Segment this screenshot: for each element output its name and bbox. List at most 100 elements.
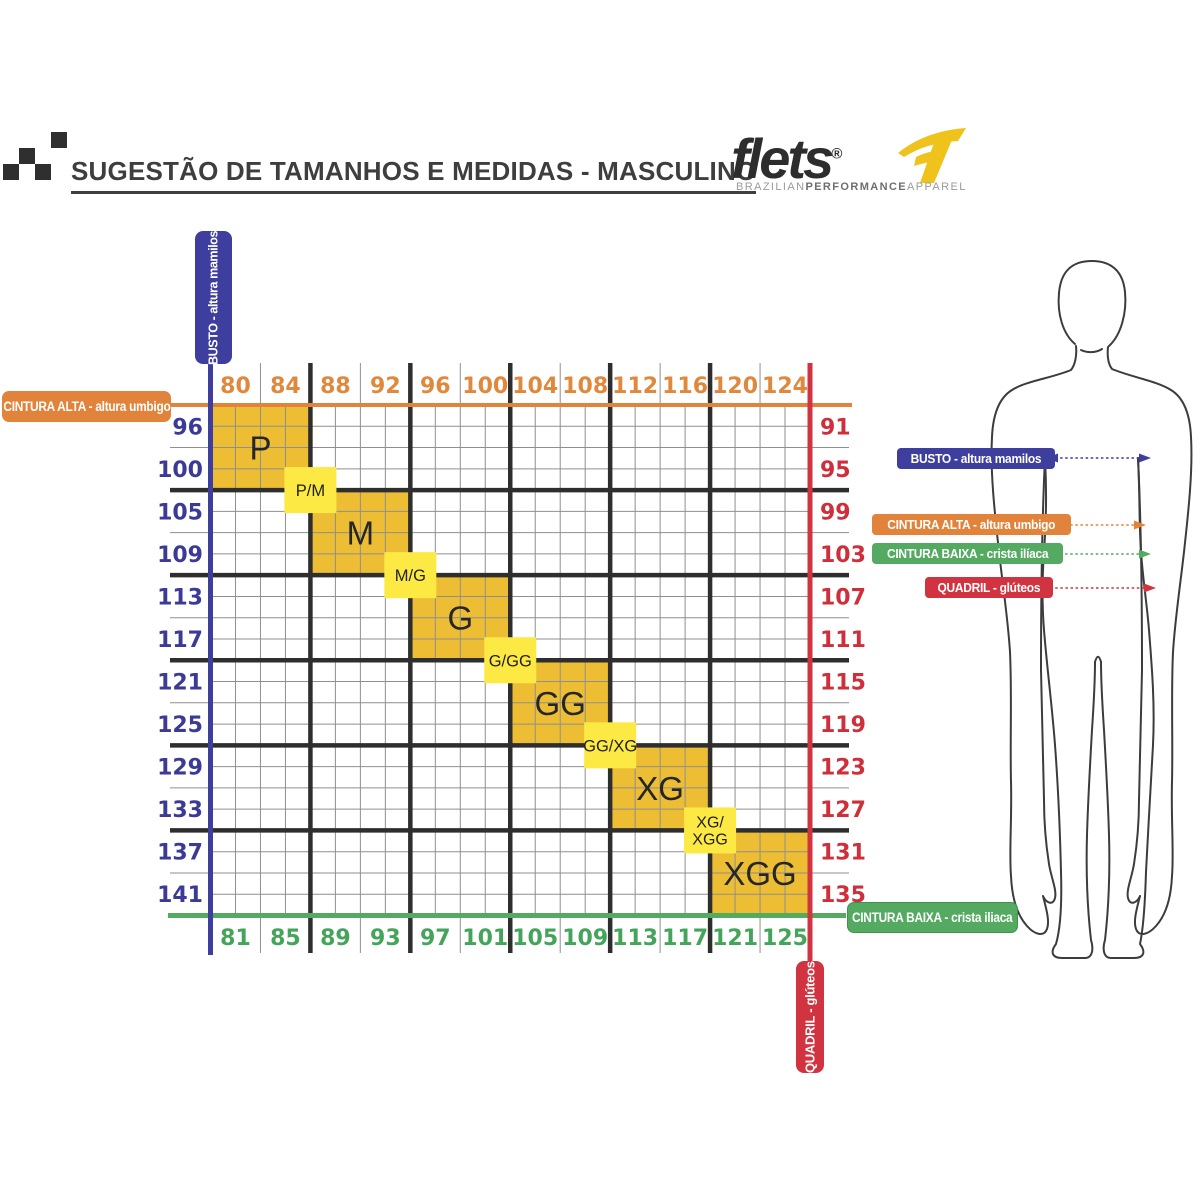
svg-text:G: G <box>447 600 473 637</box>
svg-text:116: 116 <box>662 374 708 399</box>
svg-text:120: 120 <box>712 374 758 399</box>
svg-text:XGG: XGG <box>692 831 728 848</box>
svg-text:100: 100 <box>462 374 508 399</box>
registered-mark: ® <box>831 145 843 163</box>
figure-busto-badge: BUSTO - altura mamilos <box>897 448 1055 469</box>
svg-text:121: 121 <box>157 671 203 696</box>
svg-text:XG: XG <box>636 770 684 807</box>
svg-text:92: 92 <box>370 374 401 399</box>
svg-text:124: 124 <box>762 374 808 399</box>
figure-quadril-badge: QUADRIL - glúteos <box>925 577 1053 598</box>
figure-cintura-alta-label: CINTURA ALTA - altura umbigo <box>887 517 1056 532</box>
axis-bottom-values: 81 85 89 93 97 101 105 109 113 117 121 125 <box>220 926 808 951</box>
figure-right-arm <box>1106 346 1193 935</box>
svg-text:GG: GG <box>535 685 586 722</box>
svg-text:121: 121 <box>712 926 758 951</box>
svg-text:129: 129 <box>157 756 203 781</box>
cintura-baixa-axis-label: CINTURA BAIXA - crista iliaca <box>852 910 1013 925</box>
tagline-apparel: APPAREL <box>907 181 967 193</box>
figure-head <box>1057 260 1127 347</box>
svg-text:131: 131 <box>820 841 866 866</box>
tagline-brazilian: BRAZILIAN <box>736 181 806 193</box>
svg-text:119: 119 <box>820 713 866 738</box>
svg-text:P/M: P/M <box>296 482 325 500</box>
busto-axis-badge: BUSTO - altura mamilos <box>195 230 232 365</box>
svg-text:137: 137 <box>157 841 203 866</box>
measure-arrow <box>1051 549 1151 559</box>
checker-square <box>35 164 51 180</box>
figure-crotch <box>1094 655 1102 663</box>
svg-text:117: 117 <box>662 926 708 951</box>
svg-text:127: 127 <box>820 798 866 823</box>
cintura-baixa-axis-badge: CINTURA BAIXA - crista iliaca <box>847 902 1018 933</box>
svg-text:105: 105 <box>512 926 558 951</box>
cintura-alta-axis-label: CINTURA ALTA - altura umbigo <box>2 399 171 414</box>
axis-lines <box>168 361 852 962</box>
figure-busto-label: BUSTO - altura mamilos <box>910 451 1042 466</box>
svg-text:123: 123 <box>820 756 866 781</box>
quadril-axis-badge: QUADRIL - glúteos <box>796 961 824 1073</box>
svg-text:XG/: XG/ <box>696 814 724 831</box>
svg-text:80: 80 <box>220 374 251 399</box>
svg-text:125: 125 <box>157 713 203 738</box>
svg-text:93: 93 <box>370 926 401 951</box>
svg-text:85: 85 <box>270 926 301 951</box>
figure-cintura-baixa-badge: CINTURA BAIXA - crista ilíaca <box>872 543 1064 564</box>
measure-arrow <box>1046 453 1151 463</box>
svg-text:109: 109 <box>157 543 203 568</box>
svg-text:108: 108 <box>562 374 608 399</box>
svg-text:88: 88 <box>320 374 351 399</box>
svg-text:97: 97 <box>420 926 451 951</box>
tagline-performance: PERFORMANCE <box>805 181 908 193</box>
boundary-box-M/G <box>384 552 437 599</box>
svg-text:81: 81 <box>220 926 251 951</box>
boundary-box-XG/XGG <box>684 807 737 854</box>
figure-cintura-alta-badge: CINTURA ALTA - altura umbigo <box>872 514 1071 535</box>
brand-f-swoosh-icon <box>898 128 966 183</box>
figure-quadril-label: QUADRIL - glúteos <box>937 580 1041 595</box>
boundary-box-P/M <box>284 467 337 514</box>
svg-text:89: 89 <box>320 926 351 951</box>
svg-text:115: 115 <box>820 671 866 696</box>
boundary-box-GG/XG <box>584 722 637 769</box>
quadril-axis-label: QUADRIL - glúteos <box>802 961 818 1073</box>
axis-left-values: 96 100 105 109 113 117 121 125 129 133 137 141 <box>157 415 203 908</box>
checker-square <box>51 132 67 148</box>
axis-top-values: 80 84 88 92 96 100 104 108 112 116 120 124 <box>220 374 808 399</box>
svg-text:107: 107 <box>820 585 866 610</box>
svg-text:XGG: XGG <box>723 855 796 892</box>
cintura-alta-axis-badge: CINTURA ALTA - altura umbigo <box>2 391 171 422</box>
boundary-box-G/GG <box>484 637 537 684</box>
checker-square <box>19 148 35 164</box>
brand-tagline: BRAZILIANPERFORMANCEAPPAREL <box>736 181 967 193</box>
checker-square <box>3 164 19 180</box>
svg-text:99: 99 <box>820 500 851 525</box>
busto-axis-label: BUSTO - altura mamilos <box>206 230 221 365</box>
figure-left-side-leg <box>1041 457 1096 959</box>
page-title: SUGESTÃO DE TAMANHOS E MEDIDAS - MASCULI… <box>71 156 757 194</box>
svg-text:133: 133 <box>157 798 203 823</box>
svg-text:95: 95 <box>820 458 851 483</box>
svg-text:117: 117 <box>157 628 203 653</box>
svg-text:96: 96 <box>420 374 451 399</box>
svg-text:113: 113 <box>612 926 658 951</box>
svg-text:P: P <box>249 430 271 467</box>
svg-text:M/G: M/G <box>395 567 426 585</box>
svg-text:91: 91 <box>820 415 851 440</box>
svg-text:141: 141 <box>157 883 203 908</box>
svg-text:M: M <box>347 515 375 552</box>
svg-text:109: 109 <box>562 926 608 951</box>
svg-text:125: 125 <box>762 926 808 951</box>
svg-text:84: 84 <box>270 374 301 399</box>
svg-text:112: 112 <box>612 374 658 399</box>
svg-text:103: 103 <box>820 543 866 568</box>
svg-text:111: 111 <box>820 628 866 653</box>
figure-right-side-leg <box>1100 457 1155 959</box>
svg-text:100: 100 <box>157 458 203 483</box>
svg-text:104: 104 <box>512 374 558 399</box>
svg-text:96: 96 <box>172 415 203 440</box>
